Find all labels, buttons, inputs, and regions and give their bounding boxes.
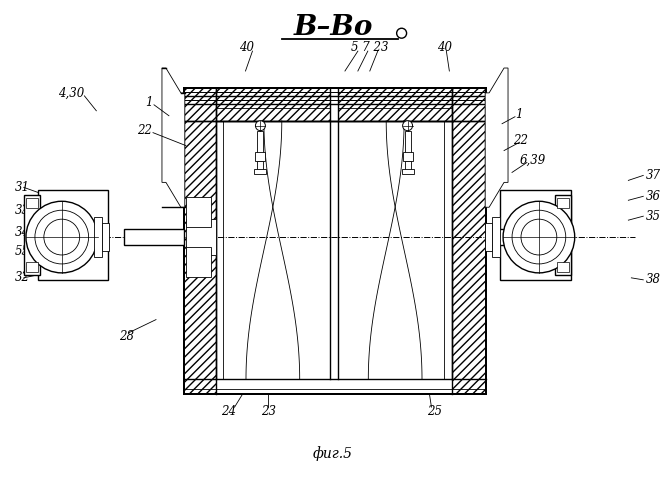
Circle shape	[255, 120, 265, 130]
Bar	[188, 202, 203, 222]
Bar	[257, 130, 263, 152]
Text: 31: 31	[15, 181, 30, 194]
Bar	[184, 380, 215, 394]
Bar	[37, 190, 108, 280]
Bar	[162, 93, 184, 227]
Bar	[186, 247, 211, 277]
Text: 1: 1	[515, 108, 523, 122]
Text: 24: 24	[221, 404, 236, 417]
Text: фиг.5: фиг.5	[313, 446, 353, 462]
Circle shape	[403, 120, 413, 130]
Bar	[405, 160, 411, 170]
Bar	[184, 120, 215, 380]
Bar	[452, 120, 486, 380]
Bar	[557, 198, 569, 208]
Text: 40: 40	[239, 40, 254, 54]
Bar	[405, 130, 411, 152]
Bar	[186, 219, 215, 255]
Bar	[452, 88, 486, 120]
Bar	[24, 196, 39, 275]
Bar	[215, 88, 330, 120]
Text: 38: 38	[646, 274, 661, 286]
Text: 4,30: 4,30	[58, 86, 85, 100]
Circle shape	[35, 210, 89, 264]
Text: 23: 23	[261, 404, 276, 417]
Bar	[124, 229, 184, 245]
Bar	[102, 223, 109, 251]
Bar	[403, 152, 413, 160]
Text: 37: 37	[646, 169, 661, 182]
Text: 36: 36	[646, 190, 661, 203]
Circle shape	[503, 202, 575, 273]
Text: 32: 32	[15, 272, 30, 284]
Text: 1: 1	[145, 96, 153, 110]
Circle shape	[44, 219, 79, 255]
Bar	[492, 217, 500, 257]
Circle shape	[26, 202, 97, 273]
Bar	[188, 252, 203, 272]
Text: 33: 33	[15, 204, 30, 216]
Polygon shape	[162, 68, 185, 207]
Circle shape	[397, 28, 407, 38]
Bar	[94, 217, 102, 257]
Text: 34: 34	[15, 226, 30, 238]
Text: 55: 55	[15, 246, 30, 258]
Text: 40: 40	[437, 40, 452, 54]
Bar	[485, 223, 492, 251]
Text: 28: 28	[119, 330, 133, 343]
Bar	[26, 262, 37, 272]
Text: 5 7 23: 5 7 23	[351, 40, 389, 54]
Text: 25: 25	[427, 404, 442, 417]
Bar	[338, 88, 452, 120]
Text: 35: 35	[646, 210, 661, 222]
Bar	[486, 229, 546, 245]
Bar	[486, 93, 508, 227]
Bar	[402, 170, 414, 174]
Circle shape	[512, 210, 566, 264]
Circle shape	[521, 219, 557, 255]
Bar	[255, 152, 265, 160]
Bar	[186, 198, 211, 227]
Text: 6,39: 6,39	[520, 154, 546, 167]
Bar	[557, 262, 569, 272]
Text: 22: 22	[137, 124, 151, 137]
Bar	[254, 170, 266, 174]
Bar	[257, 160, 263, 170]
Bar	[555, 196, 571, 275]
Polygon shape	[485, 68, 508, 207]
Text: В–Во: В–Во	[293, 14, 373, 40]
Bar	[26, 198, 37, 208]
Bar	[500, 190, 571, 280]
Text: 22: 22	[514, 134, 528, 147]
Bar	[452, 380, 486, 394]
Bar	[184, 88, 215, 120]
